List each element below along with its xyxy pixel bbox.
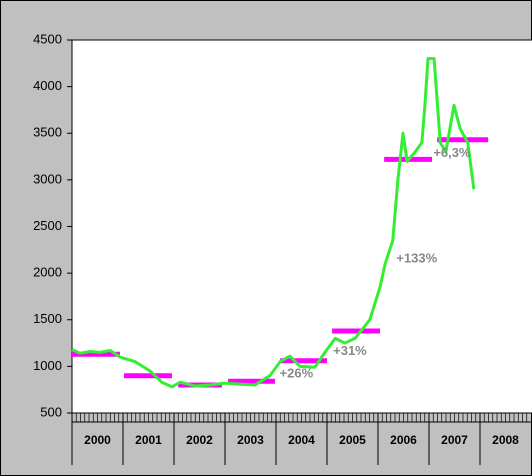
x-tick-label: 2006 [390, 433, 417, 447]
y-tick-label: 3500 [33, 125, 62, 140]
x-tick-label: 2007 [441, 433, 468, 447]
price-line [71, 57, 476, 389]
annotation: +133% [396, 251, 437, 266]
y-tick-label: 2000 [33, 265, 62, 280]
annotation: +26% [280, 365, 314, 380]
x-tick-label: 2002 [186, 433, 213, 447]
x-tick-label: 2008 [492, 433, 519, 447]
y-tick-label: 4000 [33, 78, 62, 93]
annotation: +31% [333, 343, 367, 358]
y-tick-label: 1000 [33, 358, 62, 373]
x-tick-label: 2001 [135, 433, 162, 447]
y-tick-label: 1500 [33, 311, 62, 326]
x-tick-label: 2003 [237, 433, 264, 447]
y-tick-label: 3000 [33, 171, 62, 186]
x-tick-label: 2004 [288, 433, 315, 447]
plot-area [71, 39, 532, 414]
y-tick-label: 2500 [33, 218, 62, 233]
y-tick-label: 4500 [33, 31, 62, 46]
annotation: +6,3% [433, 145, 471, 160]
x-tick-label: 2005 [339, 433, 366, 447]
y-tick-label: 500 [40, 404, 62, 419]
x-tick-label: 2000 [84, 433, 111, 447]
